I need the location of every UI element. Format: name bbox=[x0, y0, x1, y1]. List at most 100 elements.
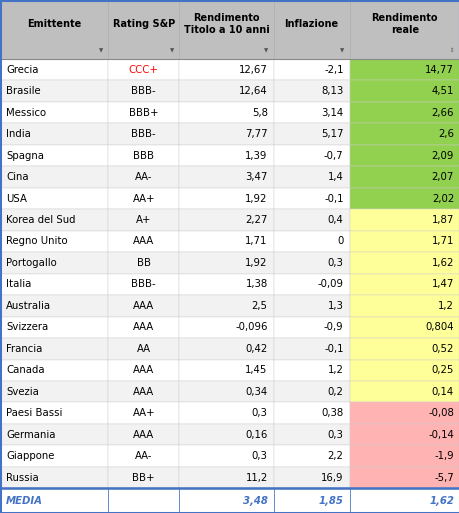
Bar bbox=[349, 102, 459, 124]
Bar bbox=[273, 403, 349, 424]
Bar bbox=[0, 166, 108, 188]
Text: 1,39: 1,39 bbox=[245, 151, 267, 161]
Text: 1,4: 1,4 bbox=[327, 172, 343, 182]
Bar bbox=[108, 188, 179, 209]
Text: ▼: ▼ bbox=[98, 48, 103, 53]
Bar bbox=[179, 102, 273, 124]
Text: 8,13: 8,13 bbox=[321, 86, 343, 96]
Text: Cina: Cina bbox=[6, 172, 28, 182]
Text: 2,09: 2,09 bbox=[431, 151, 453, 161]
Text: AA-: AA- bbox=[135, 451, 152, 461]
Bar bbox=[179, 124, 273, 145]
Text: 12,64: 12,64 bbox=[239, 86, 267, 96]
Bar bbox=[0, 102, 108, 124]
Bar bbox=[273, 59, 349, 81]
Bar bbox=[349, 445, 459, 467]
Text: AA-: AA- bbox=[135, 172, 152, 182]
Text: Korea del Sud: Korea del Sud bbox=[6, 215, 75, 225]
Text: 2,6: 2,6 bbox=[437, 129, 453, 139]
Text: 4,51: 4,51 bbox=[431, 86, 453, 96]
Text: Emittente: Emittente bbox=[27, 18, 81, 29]
Text: AAA: AAA bbox=[133, 365, 154, 376]
Bar bbox=[108, 467, 179, 488]
Bar bbox=[273, 488, 349, 513]
Bar bbox=[179, 488, 273, 513]
Text: Francia: Francia bbox=[6, 344, 42, 354]
Text: 1,92: 1,92 bbox=[245, 258, 267, 268]
Bar bbox=[179, 317, 273, 338]
Bar bbox=[179, 166, 273, 188]
Text: AA+: AA+ bbox=[132, 408, 155, 418]
Bar bbox=[108, 145, 179, 166]
Bar bbox=[108, 381, 179, 403]
Text: 0,16: 0,16 bbox=[245, 430, 267, 440]
Bar bbox=[273, 166, 349, 188]
Bar bbox=[108, 59, 179, 81]
Text: 16,9: 16,9 bbox=[320, 472, 343, 483]
Bar bbox=[108, 81, 179, 102]
Text: AA+: AA+ bbox=[132, 193, 155, 204]
Text: 0,2: 0,2 bbox=[327, 387, 343, 397]
Bar bbox=[349, 424, 459, 445]
Text: Grecia: Grecia bbox=[6, 65, 39, 75]
Text: AAA: AAA bbox=[133, 236, 154, 246]
Bar bbox=[108, 0, 179, 59]
Text: Giappone: Giappone bbox=[6, 451, 54, 461]
Bar bbox=[108, 403, 179, 424]
Text: 1,2: 1,2 bbox=[327, 365, 343, 376]
Text: 1,45: 1,45 bbox=[245, 365, 267, 376]
Text: 0,34: 0,34 bbox=[245, 387, 267, 397]
Text: 0,25: 0,25 bbox=[431, 365, 453, 376]
Bar bbox=[273, 338, 349, 360]
Bar bbox=[108, 102, 179, 124]
Bar bbox=[349, 188, 459, 209]
Bar bbox=[0, 295, 108, 317]
Bar bbox=[349, 295, 459, 317]
Text: 0,14: 0,14 bbox=[431, 387, 453, 397]
Text: Spagna: Spagna bbox=[6, 151, 44, 161]
Bar bbox=[0, 124, 108, 145]
Text: AAA: AAA bbox=[133, 387, 154, 397]
Bar bbox=[179, 274, 273, 295]
Bar bbox=[349, 360, 459, 381]
Text: Rendimento
reale: Rendimento reale bbox=[371, 13, 437, 34]
Text: 0,4: 0,4 bbox=[327, 215, 343, 225]
Text: Messico: Messico bbox=[6, 108, 46, 117]
Text: -0,14: -0,14 bbox=[427, 430, 453, 440]
Text: A+: A+ bbox=[136, 215, 151, 225]
Bar bbox=[0, 424, 108, 445]
Text: 14,77: 14,77 bbox=[424, 65, 453, 75]
Text: Svizzera: Svizzera bbox=[6, 322, 48, 332]
Bar bbox=[273, 274, 349, 295]
Text: CCC+: CCC+ bbox=[129, 65, 158, 75]
Text: MEDIA: MEDIA bbox=[6, 496, 43, 506]
Text: 2,66: 2,66 bbox=[431, 108, 453, 117]
Text: 1,38: 1,38 bbox=[245, 280, 267, 289]
Text: ▼: ▼ bbox=[339, 48, 344, 53]
Text: -2,1: -2,1 bbox=[324, 65, 343, 75]
Text: -0,1: -0,1 bbox=[324, 193, 343, 204]
Bar bbox=[349, 81, 459, 102]
Text: 1,87: 1,87 bbox=[431, 215, 453, 225]
Bar bbox=[0, 145, 108, 166]
Bar bbox=[349, 381, 459, 403]
Bar bbox=[0, 338, 108, 360]
Text: Portogallo: Portogallo bbox=[6, 258, 56, 268]
Text: 5,17: 5,17 bbox=[320, 129, 343, 139]
Text: USA: USA bbox=[6, 193, 27, 204]
Bar bbox=[349, 166, 459, 188]
Text: 1,2: 1,2 bbox=[437, 301, 453, 311]
Bar bbox=[108, 166, 179, 188]
Text: 1,71: 1,71 bbox=[431, 236, 453, 246]
Text: 0,804: 0,804 bbox=[425, 322, 453, 332]
Text: 7,77: 7,77 bbox=[245, 129, 267, 139]
Bar bbox=[0, 252, 108, 274]
Text: 1,71: 1,71 bbox=[245, 236, 267, 246]
Text: 2,5: 2,5 bbox=[251, 301, 267, 311]
Bar bbox=[273, 295, 349, 317]
Bar bbox=[349, 209, 459, 231]
Text: -0,08: -0,08 bbox=[427, 408, 453, 418]
Bar bbox=[179, 231, 273, 252]
Bar bbox=[108, 338, 179, 360]
Text: -0,096: -0,096 bbox=[235, 322, 267, 332]
